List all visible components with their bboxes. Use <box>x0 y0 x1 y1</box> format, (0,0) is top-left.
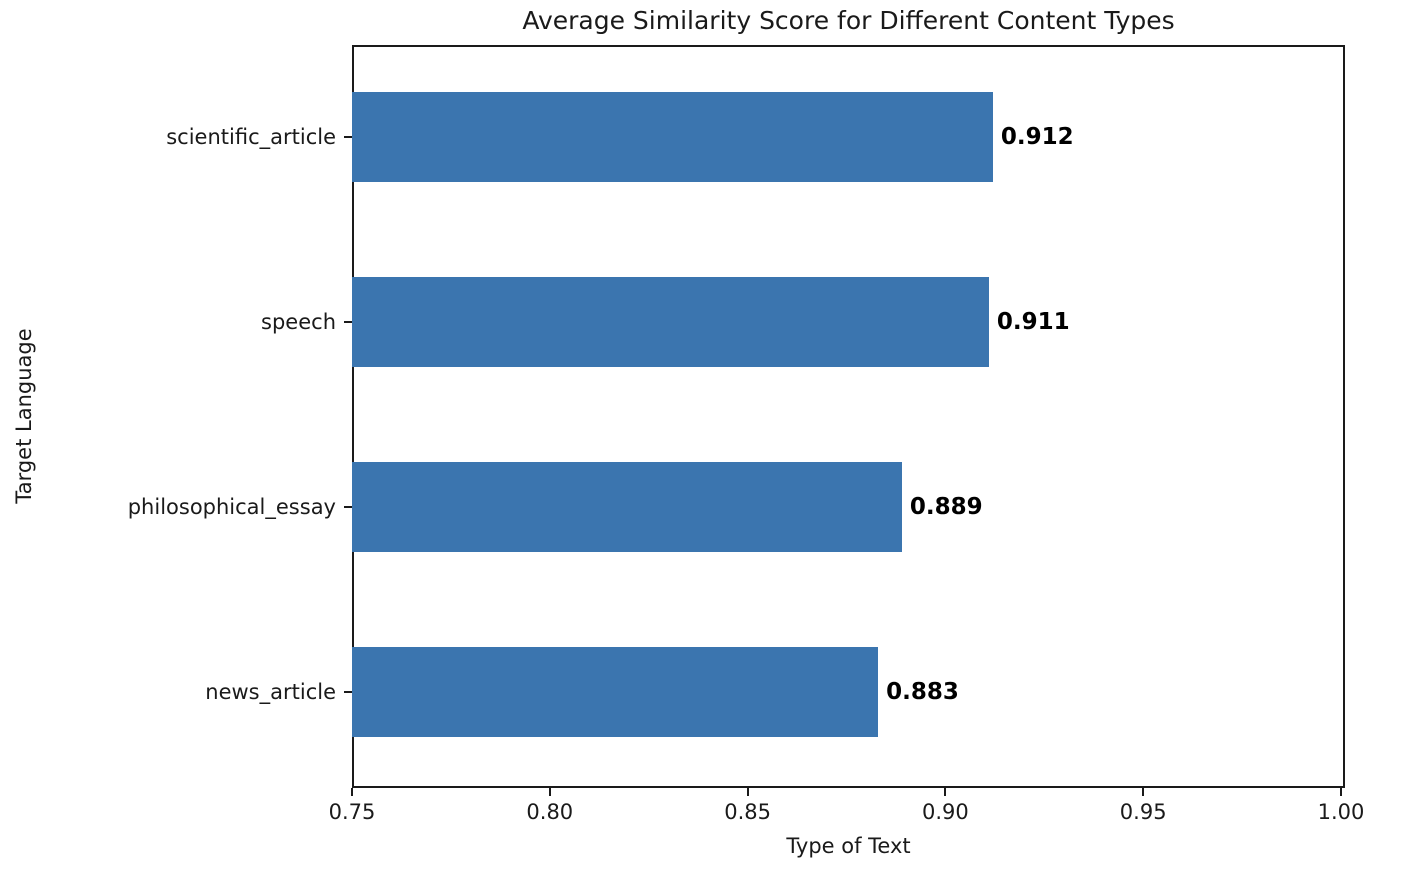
bar-scientific_article <box>352 92 993 183</box>
x-tick-label: 0.95 <box>1119 800 1167 824</box>
bar-value-label: 0.889 <box>909 493 983 520</box>
x-tick-label: 0.80 <box>526 800 574 824</box>
x-tick-label: 0.85 <box>724 800 771 824</box>
x-tick-label: 0.90 <box>922 800 969 824</box>
bar-value-label: 0.911 <box>996 309 1070 336</box>
bar-value-label: 0.912 <box>1000 124 1074 151</box>
x-tick-mark <box>746 788 749 796</box>
y-tick-mark <box>344 321 352 324</box>
x-tick-mark <box>1142 788 1145 796</box>
x-tick-mark <box>944 788 947 796</box>
bar-news_article <box>352 646 879 737</box>
y-tick-mark <box>344 690 352 693</box>
bar-value-label: 0.883 <box>886 678 959 705</box>
y-tick-label-speech: speech <box>261 310 336 335</box>
x-tick-mark <box>1340 788 1342 796</box>
x-tick-label: 0.75 <box>328 800 376 824</box>
x-tick-mark <box>548 788 551 796</box>
y-tick-label-news_article: news_article <box>205 679 336 704</box>
bar-philosophical_essay <box>352 461 902 552</box>
x-tick-label: 1.00 <box>1317 800 1365 824</box>
y-tick-mark <box>344 505 352 508</box>
y-axis-label: Target Language <box>12 328 36 504</box>
chart-title: Average Similarity Score for Different C… <box>522 6 1175 35</box>
y-tick-mark <box>344 136 352 139</box>
x-tick-mark <box>351 788 353 796</box>
x-axis-label: Type of Text <box>786 834 911 858</box>
y-tick-label-scientific_article: scientific_article <box>166 125 336 150</box>
bar-speech <box>352 277 989 368</box>
y-tick-label-philosophical_essay: philosophical_essay <box>127 494 336 519</box>
